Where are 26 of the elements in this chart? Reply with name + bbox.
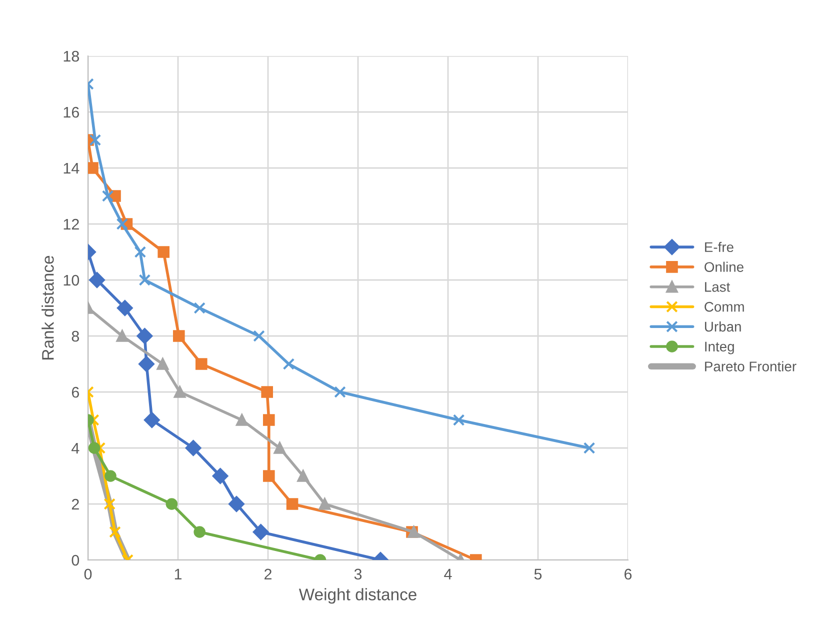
- x-tick-label: 0: [84, 568, 92, 580]
- y-tick-label: 14: [64, 163, 80, 174]
- y-tick-label: 0: [72, 554, 80, 566]
- y-axis-title: Rank distance: [42, 256, 54, 360]
- legend-label: Integ: [705, 342, 734, 354]
- legend-label: E-fre: [705, 242, 734, 252]
- x-tick-label: 1: [174, 568, 182, 580]
- y-tick-label: 4: [72, 443, 80, 454]
- legend-label: Last: [705, 282, 730, 292]
- y-tick-label: 18: [64, 50, 80, 62]
- x-tick-label: 3: [354, 568, 362, 580]
- y-tick-label: 12: [64, 218, 79, 230]
- x-tick-label: 6: [624, 568, 632, 580]
- y-tick-label: 6: [72, 386, 79, 398]
- legend-label: Online: [704, 262, 744, 272]
- x-tick-label: 5: [534, 568, 542, 580]
- x-tick-label: 4: [444, 568, 452, 580]
- y-tick-label: 10: [64, 274, 80, 286]
- y-tick-label: 16: [64, 106, 79, 118]
- legend-label: Comm: [704, 302, 744, 312]
- legend-label: Urban: [704, 321, 741, 332]
- legend-label: Pareto Frontier: [705, 361, 796, 372]
- y-tick-label: 8: [72, 330, 80, 342]
- x-axis-title: Weight distance: [298, 588, 416, 604]
- x-tick-label: 2: [264, 568, 272, 580]
- y-tick-label: 2: [72, 498, 79, 510]
